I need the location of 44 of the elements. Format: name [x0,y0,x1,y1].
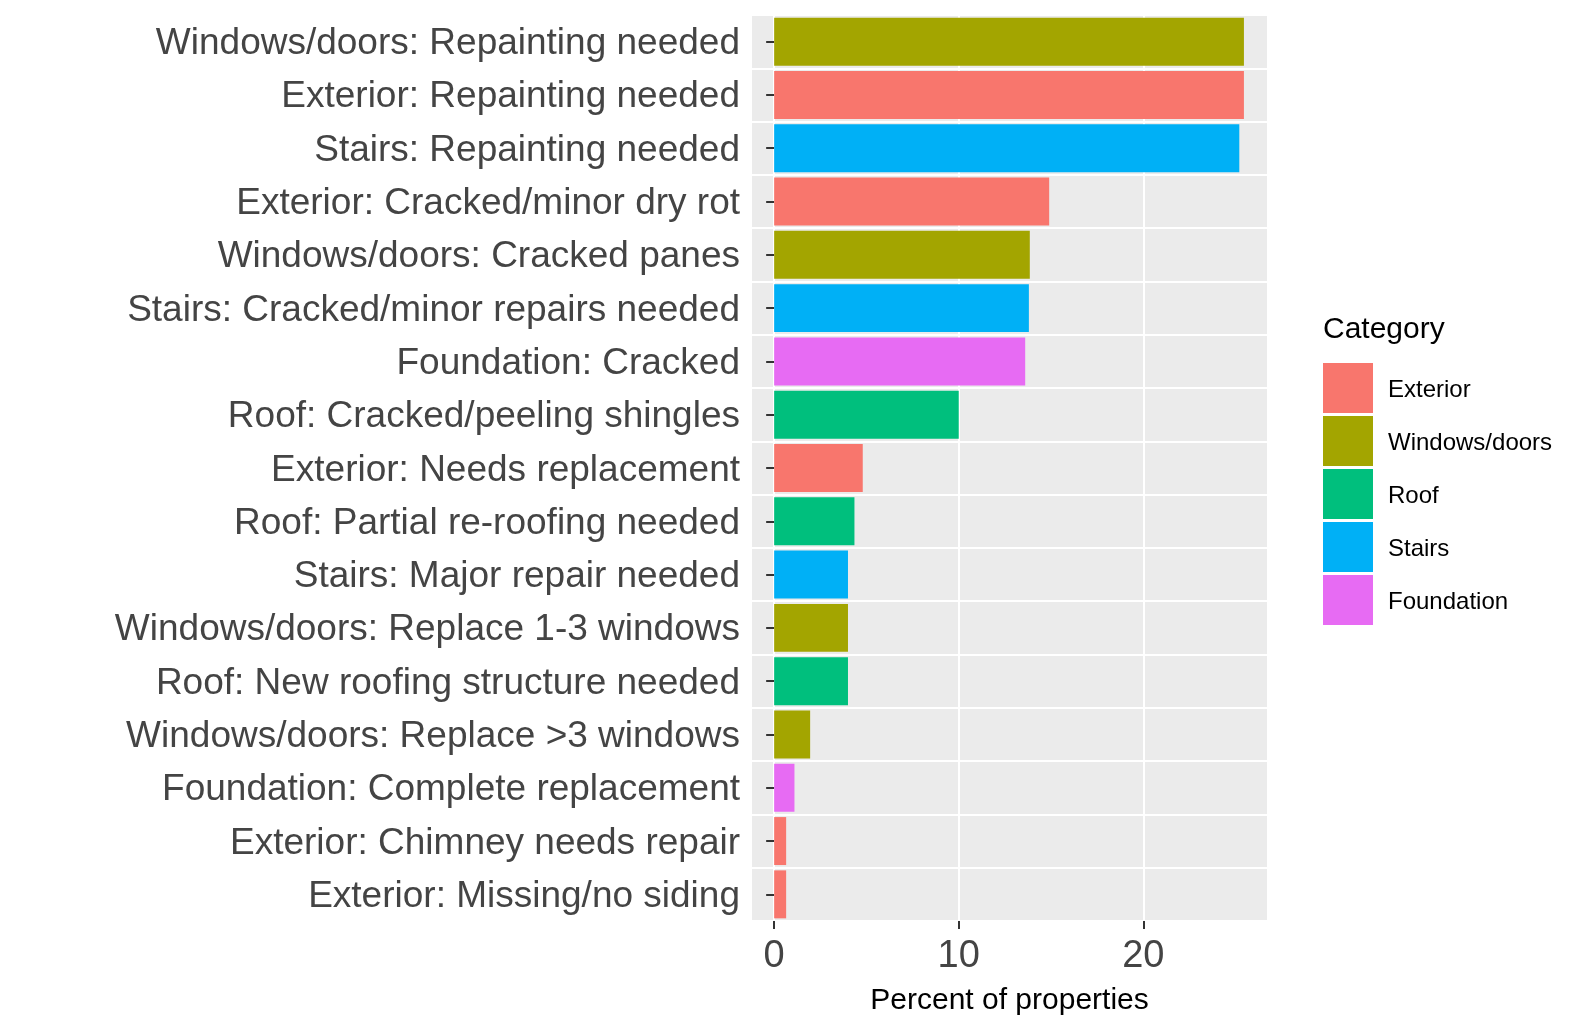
y-tick-label: Exterior: Missing/no siding [308,873,740,915]
x-tick-label: 0 [763,933,785,975]
y-tick-label: Exterior: Repainting needed [281,74,740,116]
bar [774,124,1240,173]
y-tick-label: Windows/doors: Replace >3 windows [126,713,740,755]
y-tick-label: Stairs: Cracked/minor repairs needed [127,287,740,329]
legend-label: Foundation [1388,586,1509,614]
y-tick-label: Stairs: Major repair needed [293,554,740,596]
bar [774,444,863,492]
legend-label: Roof [1388,480,1440,508]
legend-label: Exterior [1388,374,1471,402]
legend-label: Stairs [1388,533,1450,561]
bar [774,870,787,919]
x-tick-label: 10 [937,933,980,975]
y-tick-label: Windows/doors: Repainting needed [155,21,740,63]
bar [774,70,1244,119]
y-tick-label: Stairs: Repainting needed [314,127,740,169]
y-tick-label: Roof: Cracked/peeling shingles [227,394,740,436]
bar [774,390,959,439]
y-tick-label: Exterior: Cracked/minor dry rot [236,181,741,223]
bar [774,603,848,652]
bar [774,710,811,759]
y-tick-label: Exterior: Chimney needs repair [230,820,740,862]
y-tick-label: Roof: Partial re-roofing needed [234,500,740,542]
legend-title: Category [1323,310,1445,344]
y-tick-label: Foundation: Cracked [396,340,740,382]
bar [774,284,1029,333]
bar [774,497,855,546]
bar [774,657,848,706]
bar [774,550,848,599]
y-tick-label: Roof: New roofing structure needed [155,660,740,702]
bar [774,763,795,812]
y-tick-label: Windows/doors: Cracked panes [217,234,740,276]
legend-label: Windows/doors [1388,427,1553,455]
y-tick-label: Foundation: Complete replacement [162,767,741,809]
bar [774,177,1050,226]
bar [774,17,1244,66]
x-tick-label: 20 [1122,933,1165,975]
bar [774,337,1026,386]
y-tick-label: Windows/doors: Replace 1-3 windows [114,607,740,649]
x-axis-title: Percent of properties [870,981,1149,1015]
bar [774,230,1030,279]
y-tick-label: Exterior: Needs replacement [271,447,741,489]
bar [774,817,787,866]
